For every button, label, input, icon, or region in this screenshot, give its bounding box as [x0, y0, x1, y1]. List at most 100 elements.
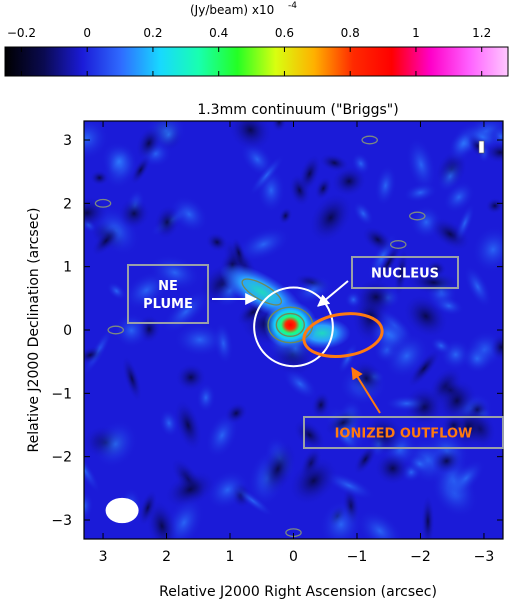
noise-blob: [490, 333, 503, 361]
colorbar-tick-labels: −0.2 0 0.2 0.4 0.6 0.8 1 1.2: [7, 26, 491, 40]
noise-blob: [282, 368, 318, 400]
x-tick-labels: 3 2 1 0 −1 −2 −3: [99, 549, 495, 565]
nucleus-arrow: [317, 280, 349, 307]
y-tick-labels: 3 2 1 0 −1 −2 −3: [51, 133, 72, 529]
noise-blob: [431, 448, 462, 474]
noise-blob: [231, 236, 247, 269]
noise-blob: [463, 124, 502, 150]
noise-blob: [308, 192, 353, 244]
colorbar-tick-label: 0.8: [341, 26, 360, 40]
noise-blob: [441, 413, 467, 438]
plot-panel: 3 2 1 0 −1 −2 −3 3 2 1 0 −1 −2 −3: [51, 120, 504, 565]
noise-blob: [331, 165, 367, 197]
noise-blob: [421, 494, 435, 539]
y-tick-label: 3: [63, 133, 72, 149]
nucleus-label-text: NUCLEUS: [371, 267, 439, 282]
noise-blob: [367, 315, 410, 353]
noise-blob: [173, 398, 203, 452]
noise-blob: [231, 484, 274, 517]
noise-blob: [164, 470, 216, 509]
noise-blob: [84, 121, 110, 161]
noise-blob: [436, 159, 464, 193]
nucleus-emission: [263, 300, 317, 349]
noise-blob: [84, 346, 104, 365]
colorbar-tick-label: 0.2: [143, 26, 162, 40]
noise-blob: [153, 204, 181, 240]
ionized-outflow-arrow: [351, 366, 381, 414]
noise-blob: [135, 125, 163, 161]
y-tick-label: 2: [63, 196, 72, 212]
noise-blob: [205, 469, 250, 511]
noise-blob: [228, 121, 273, 152]
y-tick-label: 1: [63, 260, 72, 276]
overlays: [105, 140, 485, 524]
noise-blob: [196, 382, 216, 413]
noise-blob: [337, 342, 359, 375]
noise-blob: [258, 440, 297, 497]
ionized-outflow-annotation: IONIZED OUTFLOW: [303, 366, 504, 449]
colorbar-tick-label: −0.2: [7, 26, 36, 40]
noise-blob: [447, 459, 485, 498]
noise-blob: [361, 226, 394, 254]
y-tick-label: −3: [51, 513, 72, 529]
ionized-outflow-label-text: IONIZED OUTFLOW: [335, 427, 473, 442]
x-tick-label: 2: [162, 549, 171, 565]
outflow-ellipse: [302, 312, 384, 358]
contour: [107, 325, 125, 335]
noise-blob: [463, 265, 492, 309]
noise-blob: [113, 312, 150, 349]
noise-blob: [288, 456, 339, 506]
noise-blob: [84, 196, 109, 230]
noise-blob: [393, 248, 409, 297]
nucleus-label-box: [351, 256, 459, 289]
colorbar-ticks: [20, 47, 483, 76]
noise-blob: [158, 408, 180, 438]
noise-blob: [249, 154, 285, 196]
ne-plume-label-text: PLUME: [143, 297, 193, 312]
noise-blob: [373, 239, 403, 287]
ne-plume-label-text: NE: [158, 279, 178, 294]
contour: [409, 211, 426, 221]
y-tick-label: −2: [51, 450, 72, 466]
x-tick-label: 3: [99, 549, 108, 565]
noise-blob: [278, 206, 293, 225]
noise-blob: [461, 343, 493, 374]
noise-blob: [318, 153, 350, 173]
colorbar-gradient: [4, 46, 509, 77]
annotations: NE PLUME NUCLEUS IONIZED OUTFLOW: [127, 256, 504, 449]
noise-blob: [156, 121, 181, 149]
contour: [389, 240, 407, 249]
scale-marker: [478, 140, 485, 154]
noise-blob: [205, 232, 229, 253]
noise-blob: [471, 225, 503, 274]
noise-blob: [145, 499, 178, 539]
colorbar-tick-label: 0.6: [275, 26, 294, 40]
x-tick-label: 0: [289, 549, 298, 565]
noise-blob: [353, 443, 378, 475]
noise-blob: [293, 418, 326, 452]
y-tick-label: 0: [63, 323, 72, 339]
noise-blob: [324, 408, 362, 437]
noise-blob: [314, 176, 333, 201]
noise-blob: [425, 259, 447, 278]
x-tick-label: −1: [347, 549, 368, 565]
noise-blob: [91, 225, 121, 257]
axis-ticks: [84, 121, 503, 539]
ionized-outflow-label-box: [303, 416, 504, 449]
beam-ellipse: [105, 497, 139, 524]
noise-blob: [352, 201, 374, 227]
noise-blob: [384, 395, 429, 413]
colorbar-tick-label: 1: [412, 26, 420, 40]
noise-blob: [148, 254, 202, 291]
noise-blob: [454, 203, 475, 243]
nucleus-annotation: NUCLEUS: [317, 256, 459, 307]
noise-blob: [407, 453, 433, 474]
noise-blob: [121, 355, 143, 403]
noise-blob: [433, 295, 464, 316]
x-tick-label: −2: [410, 549, 431, 565]
contour: [241, 278, 283, 306]
ne-plume-annotation: NE PLUME: [127, 264, 258, 324]
colorbar: (Jy/beam) x10 -4 −0.2 0 0.2 0.4 0.6 0.8 1 1.2: [4, 1, 509, 77]
colorbar-tick-label: 0: [83, 26, 91, 40]
